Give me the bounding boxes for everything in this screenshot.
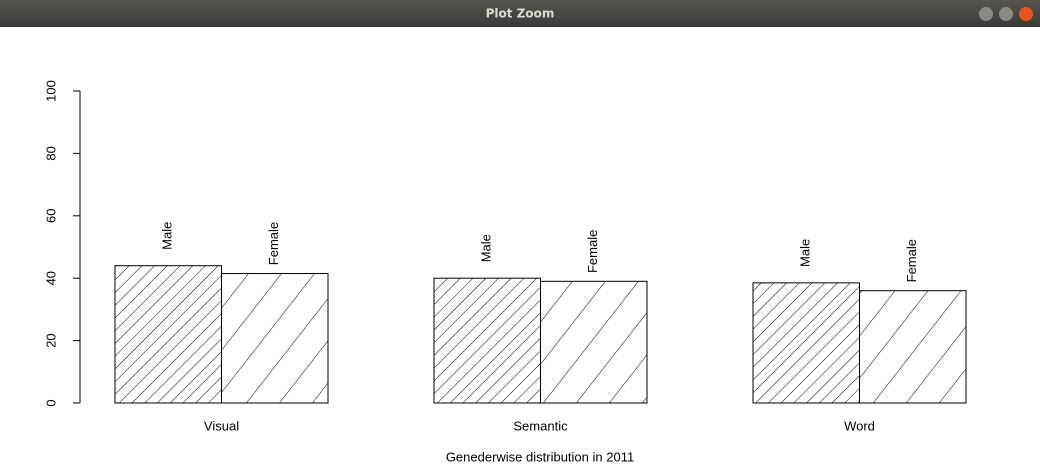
bar-hatch <box>221 273 328 403</box>
y-tick-label: 80 <box>43 146 58 160</box>
y-tick-label: 20 <box>43 333 58 347</box>
bar-hatch <box>753 282 860 403</box>
x-tick-label: Semantic <box>513 418 568 433</box>
close-button[interactable] <box>1019 7 1033 21</box>
bar <box>540 280 648 404</box>
bar <box>859 290 967 404</box>
bar-hatch <box>434 278 541 403</box>
bar-hatch <box>859 290 966 403</box>
bar <box>221 273 329 404</box>
x-axis-label: Genederwise distribution in 2011 <box>446 449 634 464</box>
bar-series-label: Male <box>479 234 494 262</box>
bar-series-label: Male <box>798 239 813 267</box>
bar-hatch <box>540 281 647 403</box>
x-tick-label: Word <box>844 418 875 433</box>
bar-series-label: Female <box>904 239 919 282</box>
y-tick-label: 100 <box>43 80 58 102</box>
y-tick-label: 40 <box>43 271 58 285</box>
y-tick-label: 60 <box>43 209 58 223</box>
bar-series-label: Female <box>585 230 600 273</box>
y-tick-label: 0 <box>43 399 58 406</box>
bar-series-label: Female <box>266 222 281 265</box>
x-tick-label: Visual <box>204 418 239 433</box>
window-title: Plot Zoom <box>486 7 555 21</box>
minimize-button[interactable] <box>979 7 993 21</box>
title-bar <box>0 0 1040 27</box>
bar-hatch <box>115 265 222 403</box>
bar-series-label: Male <box>160 222 175 250</box>
maximize-button[interactable] <box>999 7 1013 21</box>
